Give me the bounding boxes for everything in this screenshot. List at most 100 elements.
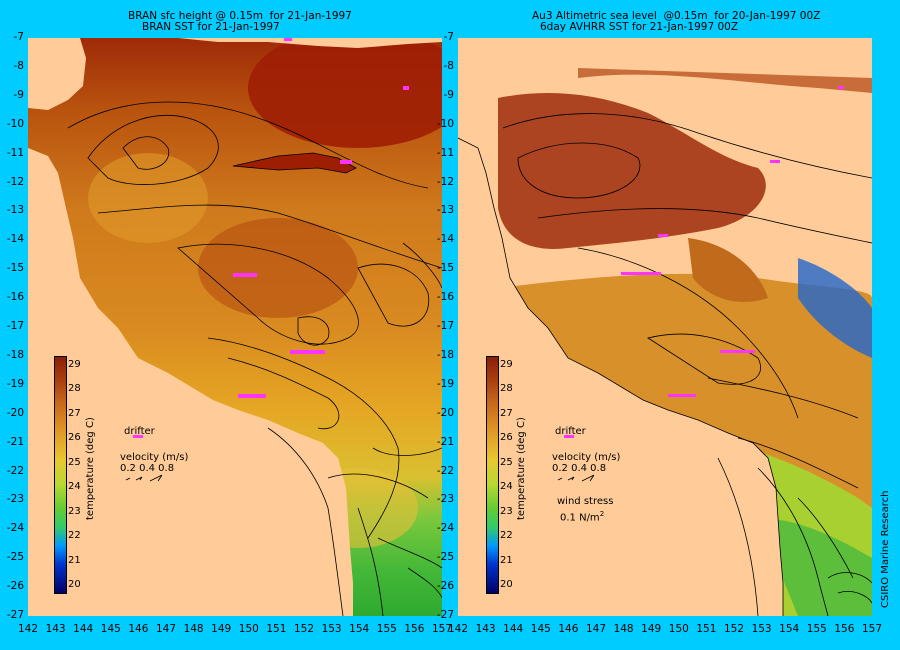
left-y-tick: -22 [6, 464, 24, 477]
colorbar-label: 26 [500, 432, 513, 444]
left-drifter-label: drifter [124, 426, 155, 437]
right-x-tick: 146 [558, 623, 579, 635]
left-y-tick: -8 [13, 59, 24, 72]
left-x-tick: 150 [238, 623, 259, 635]
right-y-tick: -18 [436, 348, 454, 361]
right-x-tick: 151 [696, 623, 717, 635]
left-x-tick: 142 [17, 623, 39, 635]
left-velocity-label: velocity (m/s) [120, 452, 189, 463]
left-y-tick: -7 [13, 31, 24, 43]
left-y-tick: -17 [6, 320, 24, 332]
right-x-tick: 145 [530, 623, 551, 635]
left-map-graphic [28, 38, 442, 616]
right-y-tick: -9 [443, 88, 454, 101]
right-y-tick: -12 [436, 175, 454, 188]
colorbar-label: 24 [500, 481, 513, 493]
left-x-tick: 155 [376, 623, 397, 635]
left-x-tick: 148 [183, 623, 204, 635]
colorbar-label: 25 [500, 456, 513, 468]
colorbar-label: 22 [500, 530, 513, 542]
right-y-tick: -17 [436, 320, 454, 332]
left-x-tick: 151 [266, 623, 287, 635]
right-velocity-values: 0.2 0.4 0.8 [552, 463, 607, 474]
colorbar-label: 20 [68, 579, 81, 590]
right-y-tick: -16 [436, 291, 454, 304]
colorbar-label: 21 [500, 554, 513, 566]
colorbar-label: 29 [500, 359, 513, 370]
right-x-tick: 144 [503, 623, 524, 635]
left-x-tick: 144 [73, 623, 94, 635]
right-x-tick: 143 [475, 623, 496, 635]
left-x-tick: 153 [321, 623, 342, 635]
wind-stress-number: 0.1 N/m [560, 512, 600, 524]
colorbar-label: 25 [68, 456, 81, 468]
colorbar-label: 23 [68, 505, 81, 517]
right-map-panel [458, 38, 872, 616]
right-x-tick: 156 [834, 623, 855, 635]
colorbar-label: 28 [500, 383, 513, 395]
right-y-tick: -10 [436, 117, 454, 130]
right-y-tick: -8 [443, 59, 454, 72]
right-map-graphic [458, 38, 872, 616]
left-y-tick: -16 [6, 291, 24, 304]
left-y-tick: -13 [6, 204, 24, 217]
right-y-tick: -21 [436, 435, 454, 448]
left-x-tick: 145 [100, 623, 121, 635]
right-x-tick: 149 [641, 623, 662, 635]
right-y-tick: -19 [436, 377, 454, 390]
left-x-tick: 152 [293, 623, 315, 635]
left-y-tick: -23 [6, 493, 24, 506]
right-colorbar-scale [486, 356, 499, 594]
wind-stress-unit-sup: 2 [599, 510, 605, 518]
right-title-line2: 6day AVHRR SST for 21-Jan-1997 00Z [540, 21, 739, 33]
left-x-tick: 147 [155, 623, 177, 635]
colorbar-label: 27 [500, 407, 513, 419]
right-y-tick: -22 [436, 464, 454, 477]
right-y-tick: -15 [436, 262, 454, 275]
right-x-tick: 155 [806, 623, 827, 635]
left-y-tick: -25 [6, 551, 24, 564]
left-title-line2: BRAN SST for 21-Jan-1997 [142, 21, 280, 33]
left-y-tick: -26 [6, 580, 24, 593]
credit-text: CSIRO Marine Research [880, 490, 891, 608]
right-y-tick: -23 [436, 493, 454, 506]
left-velocity-arrows [125, 474, 163, 482]
right-title-line1: Au3 Altimetric sea level @0.15m for 20-J… [532, 10, 821, 22]
colorbar-label: 20 [500, 579, 513, 590]
right-y-tick: -25 [436, 551, 454, 564]
left-y-tick: -18 [6, 348, 24, 361]
left-y-tick: -12 [6, 175, 24, 188]
right-y-tick: -14 [436, 233, 454, 246]
right-velocity-arrows [557, 474, 595, 482]
left-x-tick: 149 [211, 623, 232, 635]
right-y-tick: -24 [436, 522, 454, 535]
colorbar-label: 24 [68, 481, 81, 493]
right-x-tick: 152 [723, 623, 745, 635]
right-y-tick: -20 [436, 406, 454, 419]
right-y-tick: -13 [436, 204, 454, 217]
left-x-tick: 154 [349, 623, 370, 635]
colorbar-label: 23 [500, 505, 513, 517]
right-x-tick: 157 [861, 623, 883, 635]
left-y-tick: -20 [6, 406, 24, 419]
right-y-tick: -7 [443, 31, 454, 43]
right-x-tick: 142 [447, 623, 469, 635]
left-y-tick: -11 [6, 146, 24, 159]
colorbar-label: 27 [68, 407, 81, 419]
left-y-tick: -19 [6, 377, 24, 390]
colorbar-label: 29 [68, 359, 81, 370]
left-y-tick: -15 [6, 262, 24, 275]
left-colorbar-title: temperature (deg C) [85, 417, 96, 520]
left-x-tick: 156 [404, 623, 425, 635]
wind-stress-value: 0.1 N/m2 [560, 509, 604, 523]
right-x-tick: 147 [585, 623, 607, 635]
colorbar-label: 26 [68, 432, 81, 444]
left-y-tick: -21 [6, 435, 24, 448]
right-drifter-label: drifter [555, 426, 586, 437]
right-y-tick: -27 [436, 609, 454, 621]
left-y-tick: -10 [6, 117, 24, 130]
right-y-tick: -26 [436, 580, 454, 593]
left-colorbar-scale [54, 356, 67, 594]
left-map-panel [28, 38, 442, 616]
